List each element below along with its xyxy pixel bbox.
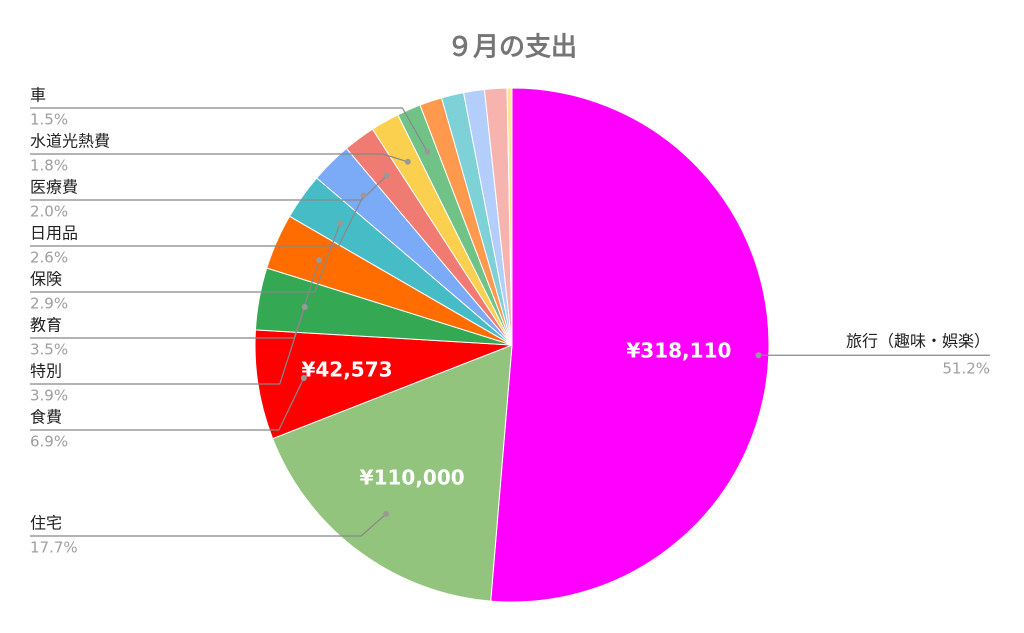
leader-dot (383, 172, 390, 179)
leader-dot (301, 303, 308, 310)
category-label: 教育 (30, 316, 62, 335)
percent-label: 2.9% (30, 295, 68, 313)
category-label: 特別 (30, 362, 62, 381)
percent-label: 17.7% (30, 539, 78, 557)
category-label: 車 (30, 86, 46, 105)
data-label: ¥318,110 (626, 338, 731, 362)
category-label: 食費 (30, 408, 62, 427)
pie-slice (506, 87, 513, 346)
leader-dot (336, 220, 343, 227)
category-label: 日用品 (30, 224, 78, 243)
percent-label: 1.8% (30, 157, 68, 175)
leader-line (30, 195, 365, 247)
data-label: ¥110,000 (360, 465, 465, 489)
chart-title: ９月の支出 (447, 33, 577, 63)
category-label: 保険 (30, 270, 62, 289)
leader-dot (424, 148, 431, 155)
category-label: 水道光熱費 (30, 132, 110, 151)
leader-line (30, 377, 305, 431)
leader-dot (316, 257, 323, 264)
leader-line (30, 153, 409, 163)
percent-label: 6.9% (30, 433, 68, 451)
leader-dot (360, 192, 367, 199)
percent-label: 3.9% (30, 387, 68, 405)
percent-label: 1.5% (30, 111, 68, 129)
leader-dot (300, 374, 307, 381)
leader-dot (755, 352, 762, 359)
leader-dot (383, 510, 390, 517)
percent-label: 2.6% (30, 249, 68, 267)
pie-slice (254, 329, 513, 440)
leader-dot (404, 158, 411, 165)
leader-line (30, 107, 428, 153)
pie-slice (272, 344, 513, 602)
category-label: 医療費 (30, 178, 78, 197)
leader-line (30, 306, 306, 385)
percent-label: 3.5% (30, 341, 68, 359)
leader-line (30, 513, 387, 537)
category-label: 旅行（趣味・娯楽） (846, 332, 990, 351)
percent-label: 2.0% (30, 203, 68, 221)
data-label: ¥42,573 (301, 358, 392, 382)
percent-label: 51.2% (942, 360, 990, 378)
category-label: 住宅 (30, 514, 62, 533)
leader-line (30, 223, 341, 293)
